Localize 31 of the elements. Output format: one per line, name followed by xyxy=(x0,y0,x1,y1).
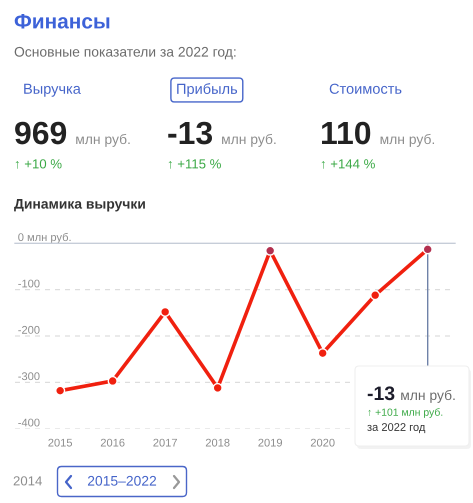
y-tick-label: -200 xyxy=(18,326,40,334)
text: млн руб. xyxy=(380,134,434,147)
text: млн руб. xyxy=(76,134,130,147)
text: ↑ +10 % xyxy=(16,159,62,169)
text: 2014 xyxy=(14,476,42,486)
data-label: -13 xyxy=(168,122,212,144)
y-tick-label: 0 млн руб. xyxy=(18,232,71,244)
chart-title: Динамика выручки xyxy=(14,199,145,212)
data-label: 110 xyxy=(322,122,370,144)
category-label: Стоимость xyxy=(330,84,402,94)
x-tick-label: 2020 xyxy=(310,438,335,447)
text: Финансы xyxy=(14,14,110,29)
data-label: 969 xyxy=(15,122,66,144)
x-tick-label: 2016 xyxy=(100,438,125,447)
text: ↑ +115 % xyxy=(168,159,221,169)
y-tick-label: -300 xyxy=(18,372,40,380)
text: ↑ +144 % xyxy=(322,159,375,169)
annotation: ↑ +101 млн руб. xyxy=(368,408,442,418)
x-tick-label: 2015 xyxy=(48,438,72,447)
x-tick-label: 2019 xyxy=(258,438,282,447)
annotation: за 2022 год xyxy=(367,423,426,434)
text: млн руб. xyxy=(222,134,276,147)
y-tick-label: -100 xyxy=(18,280,40,288)
text: Основные показатели за 2022 год: xyxy=(14,46,236,60)
text: 2015–2022 xyxy=(88,476,156,486)
category-label: Выручка xyxy=(24,84,81,97)
category-label: Прибыль xyxy=(177,83,238,97)
x-tick-label: 2017 xyxy=(153,438,177,447)
x-tick-label: 2018 xyxy=(206,438,230,447)
annotation: -13 млн руб. xyxy=(368,386,455,403)
y-tick-label: -400 xyxy=(18,418,40,427)
